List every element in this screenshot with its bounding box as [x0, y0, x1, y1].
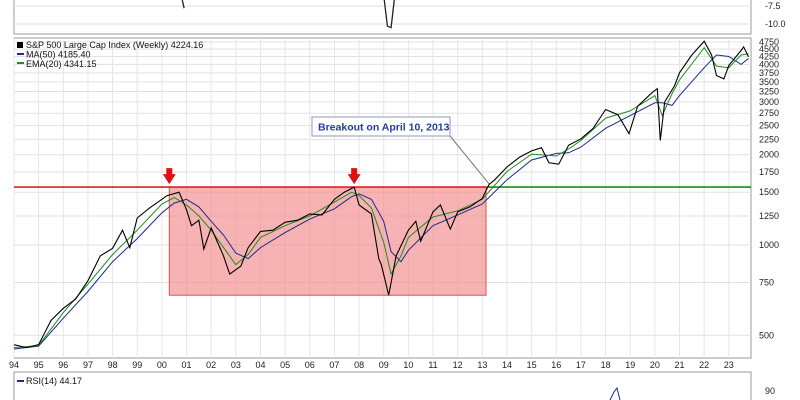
legend: S&P 500 Large Cap Index (Weekly) 4224.16…	[17, 40, 203, 69]
legend-swatch-price	[17, 42, 23, 48]
rsi-panel-label: RSI(14) 44.17	[26, 376, 82, 386]
peak-markers	[162, 168, 361, 185]
x-tick-label: 15	[527, 360, 537, 370]
x-tick-label: 03	[231, 360, 241, 370]
peak-arrow-marker	[162, 168, 176, 185]
ma50-line	[13, 54, 749, 350]
rsi-panel-frame	[13, 371, 752, 400]
y-tick-label: 2000	[759, 150, 779, 160]
y-tick-label: 2250	[759, 134, 779, 144]
x-tick-label: 13	[477, 360, 487, 370]
upper-tick-label: -7.5	[765, 1, 781, 11]
ema20-line	[13, 46, 749, 349]
upper-panel-grid	[14, 5, 751, 25]
x-tick-label: 96	[58, 360, 68, 370]
x-tick-label: 94	[9, 360, 19, 370]
rsi-line-fragment	[609, 386, 621, 400]
y-tick-label: 500	[759, 330, 774, 340]
breakout-annotation-text: Breakout on April 10, 2013	[318, 122, 450, 134]
x-tick-label: 23	[724, 360, 734, 370]
breakout-pointer	[449, 135, 490, 185]
x-tick-label: 20	[650, 360, 660, 370]
upper-tick-label: -10.0	[765, 19, 786, 29]
x-tick-label: 97	[83, 360, 93, 370]
x-tick-label: 02	[206, 360, 216, 370]
y-tick-label: 3500	[759, 77, 779, 87]
x-tick-label: 00	[157, 360, 167, 370]
y-tick-label: 2500	[759, 121, 779, 131]
x-tick-label: 09	[379, 360, 389, 370]
y-tick-label: 4250	[759, 52, 779, 62]
x-tick-label: 95	[34, 360, 44, 370]
y-tick-label: 750	[759, 277, 774, 287]
peak-arrow-marker	[347, 168, 361, 185]
x-tick-label: 07	[329, 360, 339, 370]
rsi-tick-label: 90	[765, 386, 775, 396]
y-tick-label: 3000	[759, 97, 779, 107]
x-tick-label: 17	[576, 360, 586, 370]
x-tick-label: 12	[453, 360, 463, 370]
upper-panel-frame	[13, 0, 752, 35]
price-line	[13, 40, 749, 349]
legend-entry-ema20: EMA(20) 4341.15	[26, 59, 97, 69]
x-axis-tick-labels: 94 95 96 97 98 99 00 01 02 03 04 05 06 07 08 09 10 11 12 13…	[9, 360, 734, 370]
y-tick-label: 4750	[759, 37, 779, 47]
x-tick-label: 21	[675, 360, 685, 370]
x-tick-label: 06	[305, 360, 315, 370]
x-tick-label: 18	[601, 360, 611, 370]
upper-panel-ticks: -7.5 -10.0	[765, 1, 786, 29]
x-tick-label: 16	[551, 360, 561, 370]
x-tick-label: 19	[625, 360, 635, 370]
y-tick-label: 4500	[759, 44, 779, 54]
y-tick-label: 2750	[759, 108, 779, 118]
x-tick-label: 99	[132, 360, 142, 370]
x-tick-label: 14	[502, 360, 512, 370]
legend-entry-ma50: MA(50) 4185.40	[26, 50, 91, 60]
upper-panel-line	[181, 0, 395, 29]
x-tick-label: 04	[255, 360, 265, 370]
x-tick-label: 01	[182, 360, 192, 370]
legend-entry-price: S&P 500 Large Cap Index (Weekly) 4224.16	[26, 40, 203, 50]
x-tick-label: 98	[108, 360, 118, 370]
y-tick-label: 1250	[759, 211, 779, 221]
y-tick-label: 4000	[759, 59, 779, 69]
x-tick-label: 05	[280, 360, 290, 370]
x-tick-label: 08	[354, 360, 364, 370]
y-tick-label: 1500	[759, 187, 779, 197]
x-tick-label: 22	[699, 360, 709, 370]
y-tick-label: 3750	[759, 68, 779, 78]
x-tick-label: 10	[403, 360, 413, 370]
y-tick-label: 3250	[759, 86, 779, 96]
consolidation-range-box	[168, 186, 487, 296]
breakout-annotation-box	[311, 116, 451, 137]
x-tick-label: 11	[428, 360, 437, 370]
y-tick-label: 1000	[759, 240, 779, 250]
y-tick-label: 1750	[759, 167, 779, 177]
y-axis-tick-labels: 500 750 1000 1250 1500 1750 2000 2250 2500 275030…	[759, 37, 779, 340]
